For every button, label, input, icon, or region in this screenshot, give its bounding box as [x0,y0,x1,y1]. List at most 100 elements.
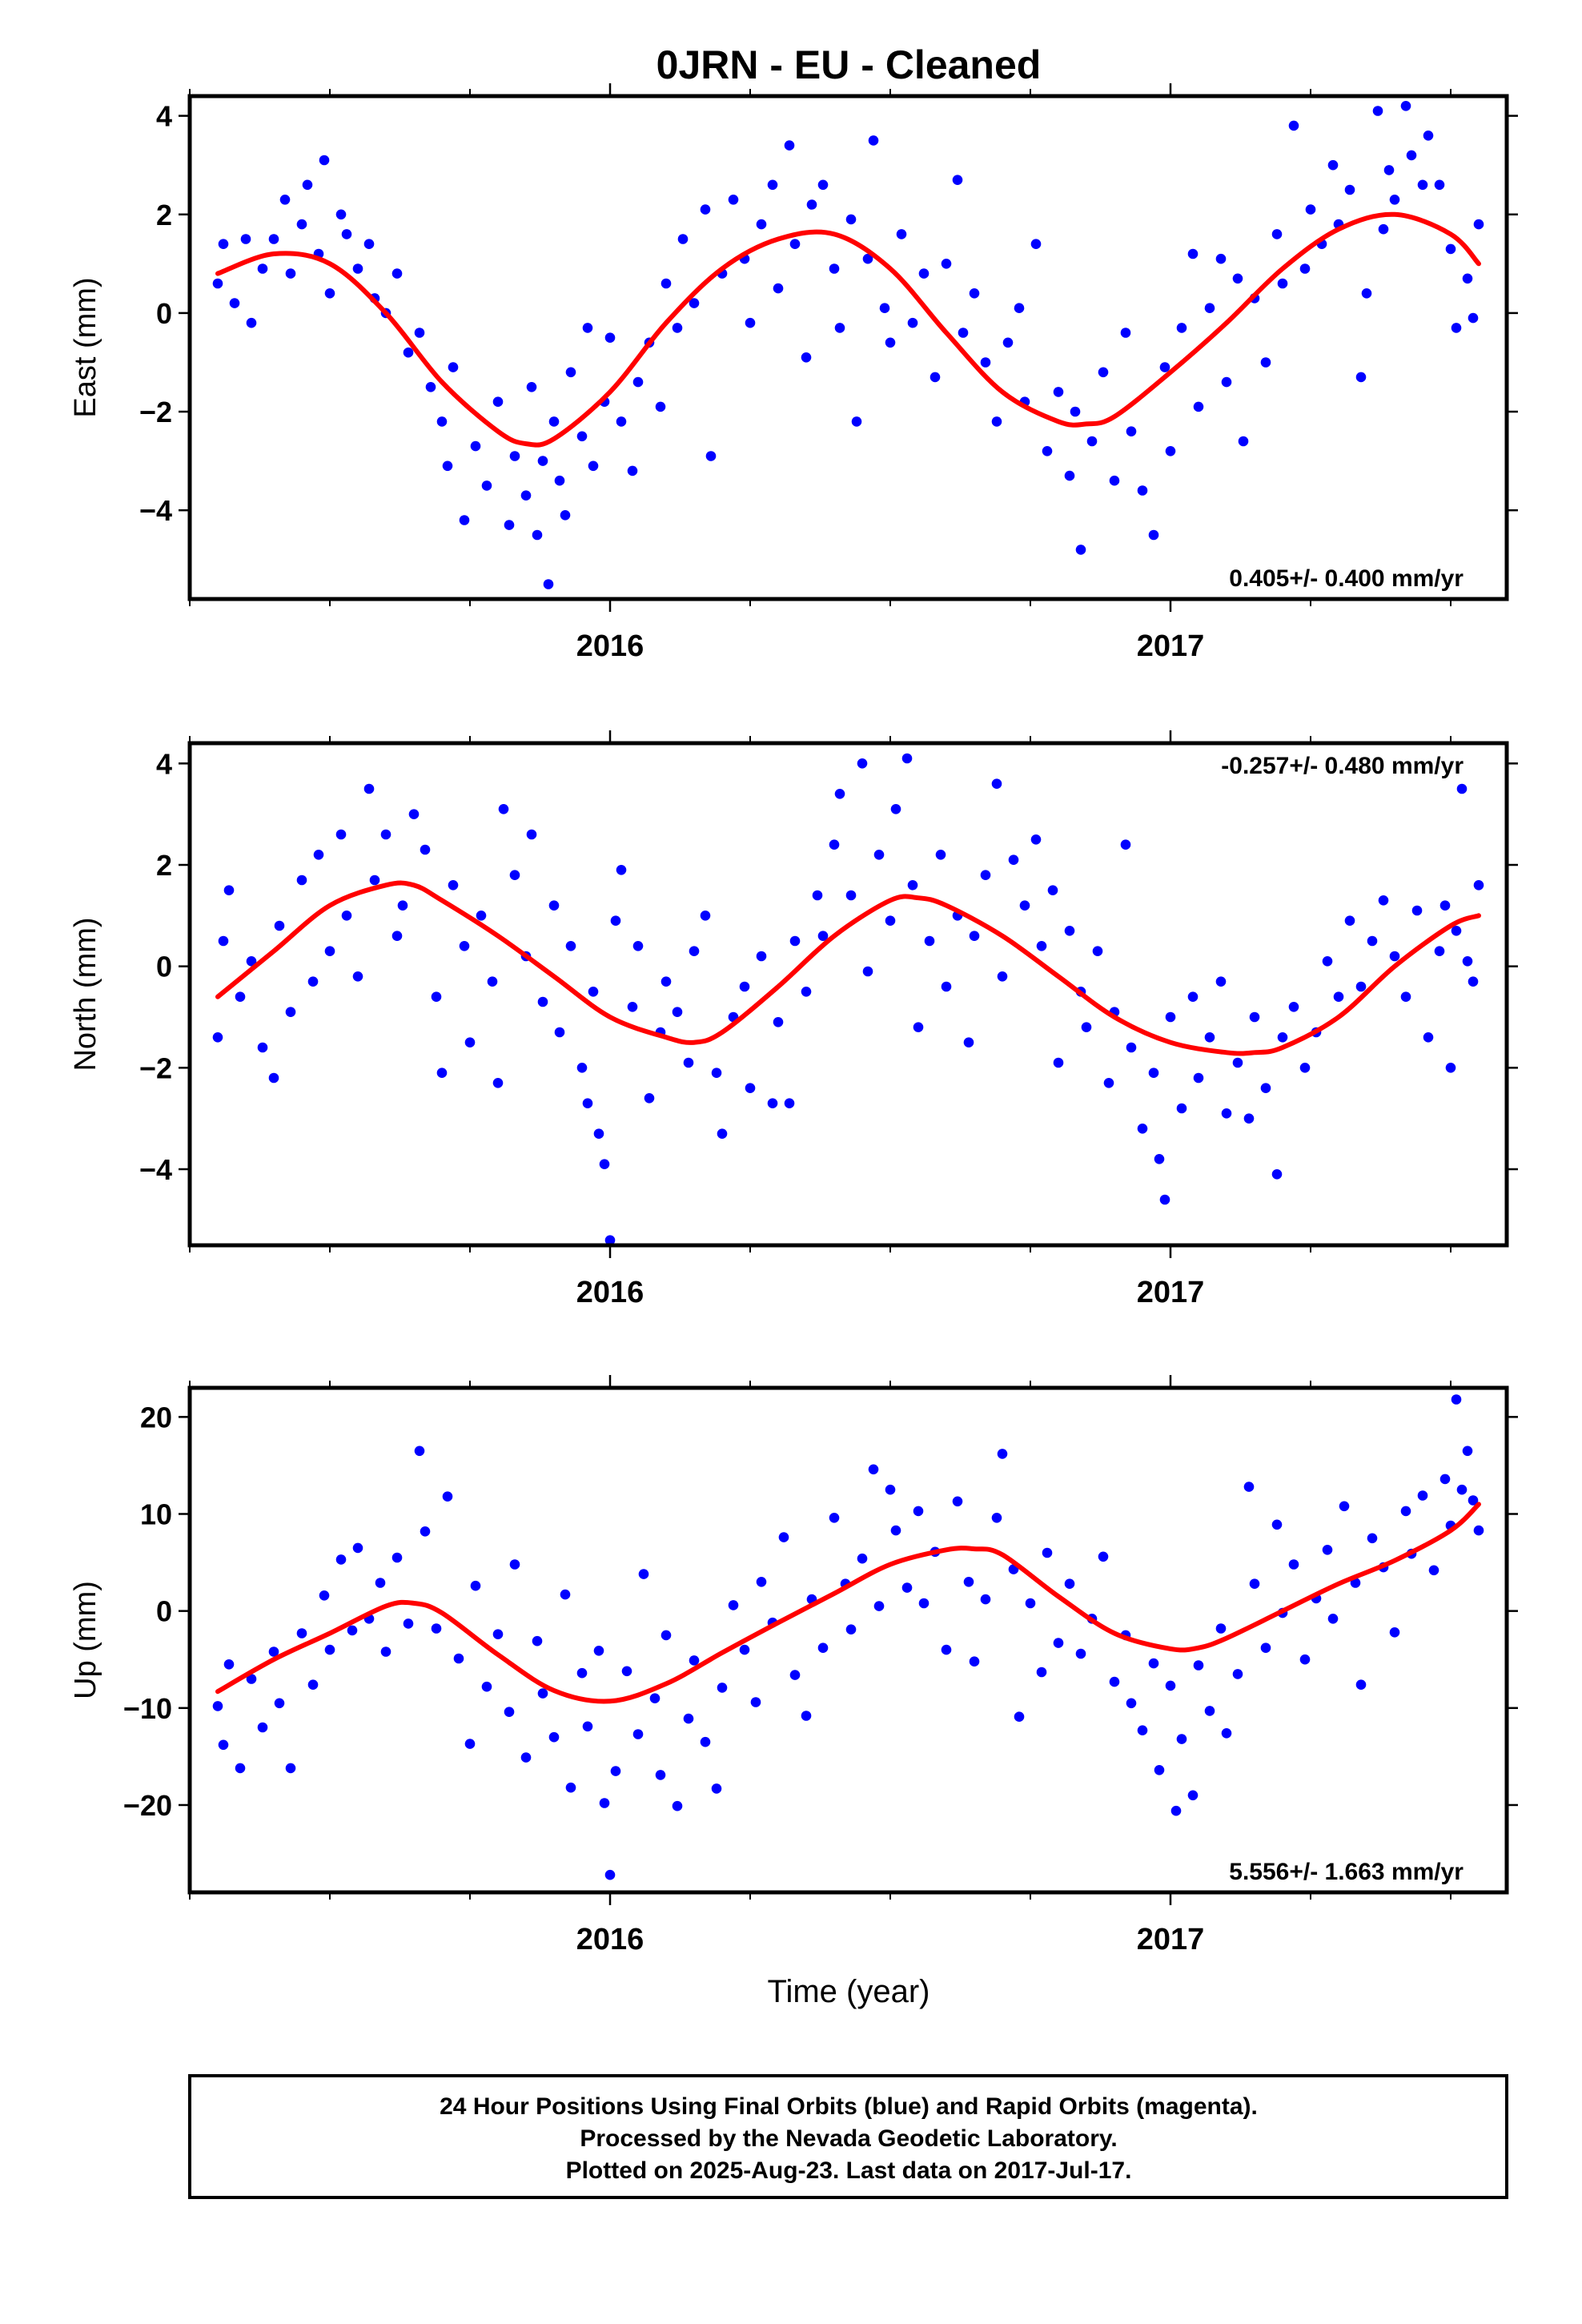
up-data-point [307,1679,319,1690]
east-data-point [459,515,470,525]
north-data-point [1333,991,1344,1002]
up-data-point [532,1635,543,1647]
east-data-point [1221,376,1232,388]
east-data-point [907,317,918,328]
east-data-point [1344,184,1355,195]
east-data-point [773,283,784,294]
east-data-point [296,219,307,230]
east-data-point [1215,253,1227,264]
up-data-point [918,1598,930,1609]
north-data-point [296,875,307,886]
east-y-tick-label: 0 [156,297,172,330]
north-data-point [335,829,347,840]
up-plot-area [212,1394,1484,1880]
north-data-point [235,991,246,1002]
up-data-point [969,1656,980,1667]
north-data-point [745,1083,756,1093]
north-data-point [352,971,363,982]
north-data-point [1411,905,1423,916]
north-data-point [644,1093,655,1104]
east-data-point [627,465,638,476]
up-y-axis-label: Up (mm) [69,1581,102,1699]
up-y-tick-label: 0 [156,1595,172,1628]
north-data-point [1148,1068,1159,1078]
up-data-point [604,1869,616,1880]
east-data-point [1064,470,1075,481]
up-data-point [717,1683,728,1693]
east-data-point [436,416,448,427]
north-plot-frame [187,741,1509,1248]
east-data-point [1372,106,1383,116]
up-rate-label: 5.556+/- 1.663 mm/yr [1229,1859,1464,1885]
up-data-point [599,1798,610,1808]
east-data-point [302,179,313,191]
north-data-point [616,865,627,875]
up-data-point [347,1625,358,1636]
north-data-point [448,880,459,891]
east-data-point [604,332,616,344]
figure-title: 0JRN - EU - Cleaned [656,42,1042,87]
east-data-point [1232,273,1243,284]
up-data-point [901,1582,913,1593]
east-data-point [1030,239,1042,250]
east-data-point [1075,545,1086,555]
north-data-point [1423,1032,1434,1043]
east-data-point [246,317,257,328]
north-data-point [218,935,229,947]
north-data-point [817,931,829,941]
east-data-point [341,229,352,239]
up-data-point [324,1644,335,1655]
east-data-point [448,362,459,372]
up-data-point [1014,1711,1025,1722]
north-data-point [980,870,991,880]
north-data-point [246,956,257,967]
north-data-point [672,1007,683,1017]
up-data-point [504,1707,515,1717]
east-data-point [829,263,840,274]
up-fit-curve [215,1502,1481,1704]
north-data-point [582,1098,593,1108]
north-data-point [1154,1154,1165,1164]
east-data-point [801,352,812,363]
north-data-point [717,1128,728,1139]
east-data-point [1109,475,1120,486]
x-axis-label: Time (year) [768,1974,930,2009]
north-data-point [1221,1108,1232,1119]
east-data-point [851,416,862,427]
north-data-point [397,900,408,911]
up-data-point [453,1653,464,1664]
north-data-point [492,1078,504,1088]
north-data-point [1036,941,1047,951]
east-panel: 2016 2017 −4 −2 0 2 4 East (mm) 0.405+/- 0.400 m… [69,83,1518,663]
north-data-point [1187,991,1199,1002]
north-data-point [885,915,896,926]
up-y-tick-label: −10 [123,1692,172,1725]
up-data-point [414,1445,425,1457]
east-data-point [470,440,481,452]
east-data-point [672,323,683,333]
north-data-point [1378,895,1389,906]
up-data-point [649,1693,661,1703]
up-data-point [829,1513,840,1523]
east-data-point [1187,248,1199,259]
east-data-point [565,367,576,378]
east-data-point [1378,223,1389,235]
up-data-point [520,1752,532,1763]
up-data-point [212,1701,223,1711]
north-data-point [1439,900,1451,911]
east-data-point [1176,323,1187,333]
east-data-point [862,253,873,264]
north-data-point [1103,1078,1114,1088]
north-data-point [274,920,285,931]
north-data-point [1008,854,1019,865]
east-y-tick-label: −2 [139,396,172,428]
east-data-point [745,317,756,328]
east-data-point [1002,337,1014,348]
east-data-point [879,303,890,314]
up-data-point [403,1618,414,1629]
up-data-point [756,1577,767,1587]
east-data-point [1445,243,1456,255]
north-data-point [341,911,352,921]
up-data-point [470,1580,481,1591]
east-data-point [1406,150,1417,161]
